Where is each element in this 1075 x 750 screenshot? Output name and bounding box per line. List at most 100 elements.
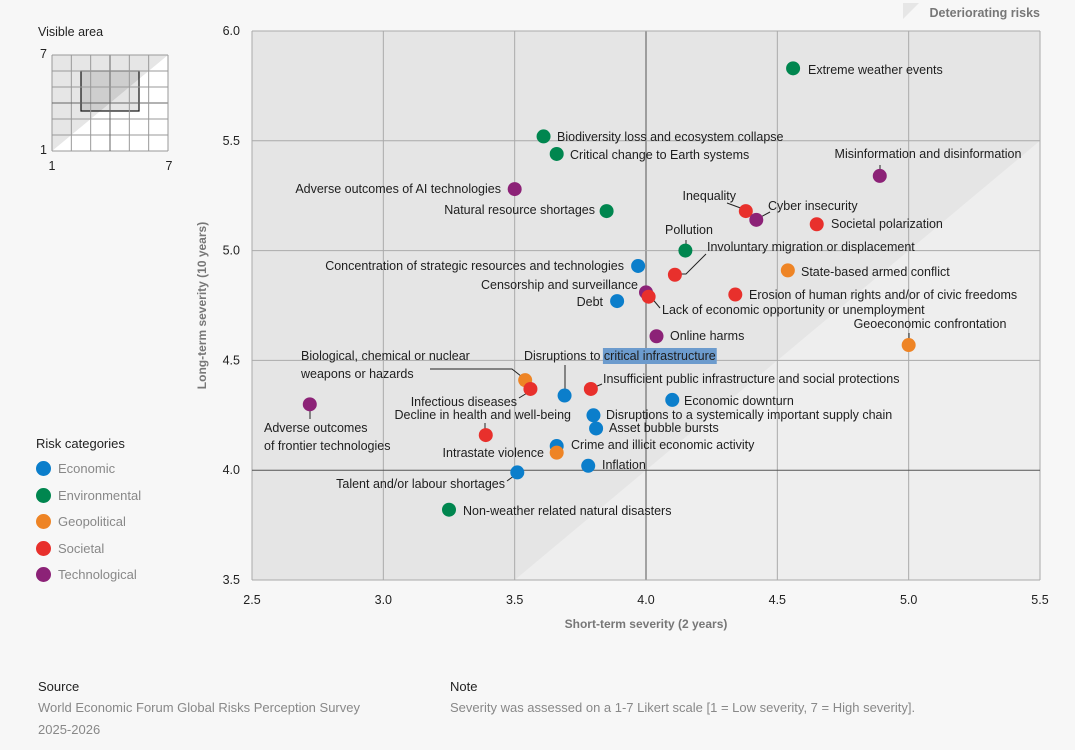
data-point-environmental	[442, 502, 456, 517]
point-label: Pollution	[665, 223, 713, 237]
legend-item-geopolitical: Geopolitical	[36, 514, 126, 529]
data-point-technological	[649, 329, 664, 344]
legend-dot	[36, 514, 51, 529]
point-label: Biodiversity loss and ecosystem collapse	[557, 130, 784, 144]
deteriorating-key-label: Deteriorating risks	[930, 6, 1041, 20]
point-label: Decline in health and well-being	[394, 408, 571, 422]
data-point-geopolitical	[549, 445, 564, 460]
y-tick-label: 6.0	[223, 24, 240, 38]
point-label: Insufficient public infrastructure and s…	[603, 372, 899, 386]
y-tick-label: 3.5	[223, 573, 240, 587]
point-label: Natural resource shortages	[444, 203, 595, 217]
data-point-environmental	[599, 204, 614, 219]
point-label: Crime and illicit economic activity	[571, 438, 755, 452]
data-point-technological	[872, 168, 887, 183]
point-label: Biological, chemical or nuclear weapons o…	[300, 349, 470, 381]
point-label: Infectious diseases	[411, 395, 517, 409]
data-point-societal	[728, 287, 743, 302]
y-axis-label: Long-term severity (10 years)	[195, 222, 209, 389]
x-tick-label: 3.0	[375, 593, 392, 607]
data-point-environmental	[536, 129, 551, 144]
data-point-societal	[667, 267, 682, 282]
point-label: Involuntary migration or displacement	[707, 240, 915, 254]
deteriorating-key-icon	[903, 3, 919, 19]
legend-title: Risk categories	[36, 436, 125, 451]
point-label: Disruptions to critical infrastructure	[524, 349, 716, 363]
data-point-economic	[510, 465, 525, 480]
data-point-technological	[302, 397, 317, 412]
data-point-technological	[507, 182, 522, 197]
point-label: Intrastate violence	[443, 446, 544, 460]
point-label: Talent and/or labour shortages	[336, 477, 505, 491]
point-label: Extreme weather events	[808, 63, 943, 77]
point-label: Non-weather related natural disasters	[463, 504, 671, 518]
y-tick-label: 5.0	[223, 244, 240, 258]
data-point-societal	[583, 381, 598, 396]
legend-dot	[36, 461, 51, 476]
point-label: Debt	[577, 295, 604, 309]
point-labels: Extreme weather events Biodiversity loss …	[264, 63, 1021, 518]
x-tick-label: 4.0	[637, 593, 654, 607]
note-text: Severity was assessed on a 1-7 Likert sc…	[450, 700, 916, 715]
text-selection-highlight	[602, 348, 717, 364]
point-label: Adverse outcomes of AI technologies	[295, 182, 501, 196]
data-point-societal	[809, 217, 824, 232]
source-text: World Economic Forum Global Risks Percep…	[38, 697, 360, 741]
data-point-societal	[478, 428, 493, 443]
y-tick-label: 4.5	[223, 353, 240, 367]
point-label: Critical change to Earth systems	[570, 148, 749, 162]
legend-item-technological: Technological	[36, 567, 137, 582]
data-point-economic	[610, 294, 625, 309]
x-axis-label: Short-term severity (2 years)	[565, 617, 728, 631]
inset-axis-label: 7	[166, 159, 173, 173]
point-label: Disruptions to a systemically important …	[606, 408, 892, 422]
point-label: Misinformation and disinformation	[835, 147, 1022, 161]
point-label: Inflation	[602, 458, 646, 472]
point-label: Online harms	[670, 329, 744, 343]
x-tick-label: 4.5	[769, 593, 786, 607]
y-tick-label: 4.0	[223, 463, 240, 477]
data-point-environmental	[549, 146, 564, 161]
inset-title: Visible area	[38, 25, 103, 39]
point-label: Adverse outcomes of frontier technologies	[264, 421, 390, 453]
point-label: Geoeconomic confrontation	[854, 317, 1007, 331]
data-point-economic	[586, 408, 601, 423]
point-label: Erosion of human rights and/or of civic …	[749, 288, 1017, 302]
legend-label: Geopolitical	[58, 514, 126, 529]
y-tick-label: 5.5	[223, 134, 240, 148]
inset-axis-label: 1	[49, 159, 56, 173]
inset-axis-label: 1	[40, 143, 47, 157]
data-point-technological	[749, 212, 764, 227]
data-point-economic	[557, 388, 572, 403]
data-point-economic	[665, 392, 680, 407]
x-tick-label: 5.0	[900, 593, 917, 607]
legend-label: Societal	[58, 540, 105, 556]
data-point-geopolitical	[901, 338, 916, 353]
legend-dot	[36, 487, 51, 503]
data-point-geopolitical	[780, 263, 795, 278]
source-line-1: World Economic Forum Global Risks Percep…	[38, 700, 360, 715]
point-label: Asset bubble bursts	[609, 421, 719, 435]
data-point-societal	[738, 204, 753, 219]
x-tick-label: 2.5	[243, 593, 260, 607]
data-point-economic	[581, 458, 596, 473]
legend-item-societal: Societal	[36, 540, 105, 556]
data-point-environmental	[786, 61, 801, 76]
legend-dot	[36, 567, 51, 582]
source-title: Source	[38, 679, 80, 694]
data-point-economic	[631, 258, 646, 273]
x-tick-label: 5.5	[1031, 593, 1048, 607]
point-label: Censorship and surveillance	[481, 278, 638, 292]
point-label: Concentration of strategic resources and…	[325, 259, 624, 273]
data-points	[302, 61, 916, 517]
point-label: Inequality	[682, 189, 736, 203]
legend-label: Technological	[58, 567, 137, 582]
selected-text: critical infrastructure	[604, 349, 716, 363]
data-point-societal	[641, 289, 656, 304]
point-label: Lack of economic opportunity or unemploy…	[662, 303, 925, 317]
legend-item-environmental: Environmental	[36, 487, 141, 503]
note-title: Note	[450, 679, 478, 694]
point-label: Cyber insecurity	[768, 199, 858, 213]
source-line-2: 2025-2026	[38, 722, 101, 737]
